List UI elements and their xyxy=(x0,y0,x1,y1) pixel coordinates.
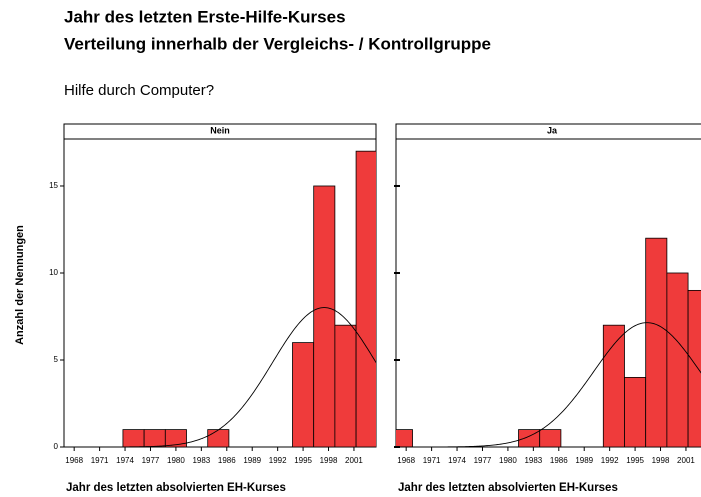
plot-area xyxy=(64,150,376,447)
subtitle: Hilfe durch Computer? xyxy=(64,82,214,99)
x-tick-label: 1983 xyxy=(524,456,542,465)
normal-curve xyxy=(396,322,701,447)
y-tick-label: 15 xyxy=(49,181,58,190)
x-tick-label: 1980 xyxy=(499,456,517,465)
bar xyxy=(645,237,668,447)
bar xyxy=(396,429,413,447)
bar xyxy=(122,429,145,447)
x-tick-label: 2001 xyxy=(677,456,695,465)
x-tick-label: 1998 xyxy=(320,456,338,465)
bar xyxy=(687,289,701,447)
x-tick-label: 1977 xyxy=(142,456,160,465)
bar xyxy=(602,324,625,447)
x-tick-label: 1968 xyxy=(397,456,415,465)
x-tick-label: 2001 xyxy=(345,456,363,465)
x-tick-label: 1986 xyxy=(218,456,236,465)
x-tick-label: 1977 xyxy=(474,456,492,465)
y-tick-label: 5 xyxy=(54,355,59,364)
panel-title: Ja xyxy=(547,125,558,135)
x-tick-label: 1995 xyxy=(626,456,644,465)
title-line: Verteilung innerhalb der Vergleichs- / K… xyxy=(64,34,491,53)
x-axis-label: Jahr des letzten absolvierten EH-Kurses xyxy=(398,482,618,494)
panel-title: Nein xyxy=(210,125,230,135)
x-axis-label: Jahr des letzten absolvierten EH-Kurses xyxy=(66,482,286,494)
x-tick-label: 1992 xyxy=(269,456,287,465)
bar xyxy=(292,342,315,447)
bar xyxy=(164,429,187,447)
x-tick-label: 1986 xyxy=(550,456,568,465)
x-tick-label: 1989 xyxy=(575,456,593,465)
bar xyxy=(334,324,357,447)
x-tick-label: 1983 xyxy=(192,456,210,465)
x-tick-label: 1971 xyxy=(91,456,109,465)
x-tick-label: 1980 xyxy=(167,456,185,465)
y-axis-label: Anzahl der Nennungen xyxy=(14,225,26,345)
bar xyxy=(143,429,166,447)
x-tick-label: 1995 xyxy=(294,456,312,465)
x-tick-label: 1998 xyxy=(652,456,670,465)
bar xyxy=(624,376,647,447)
x-tick-label: 1992 xyxy=(601,456,619,465)
x-tick-label: 1968 xyxy=(65,456,83,465)
bar xyxy=(355,150,376,447)
normal-curve xyxy=(64,307,376,447)
bar xyxy=(207,429,230,447)
x-tick-label: 1974 xyxy=(116,456,134,465)
bar xyxy=(313,185,336,447)
y-tick-label: 0 xyxy=(54,442,59,451)
y-tick-label: 10 xyxy=(49,268,58,277)
x-tick-label: 1974 xyxy=(448,456,466,465)
bar xyxy=(666,272,689,447)
bar xyxy=(539,429,562,447)
title-line: Jahr des letzten Erste-Hilfe-Kurses xyxy=(64,7,346,26)
x-tick-label: 1989 xyxy=(243,456,261,465)
plot-area xyxy=(396,237,701,447)
x-tick-label: 1971 xyxy=(423,456,441,465)
